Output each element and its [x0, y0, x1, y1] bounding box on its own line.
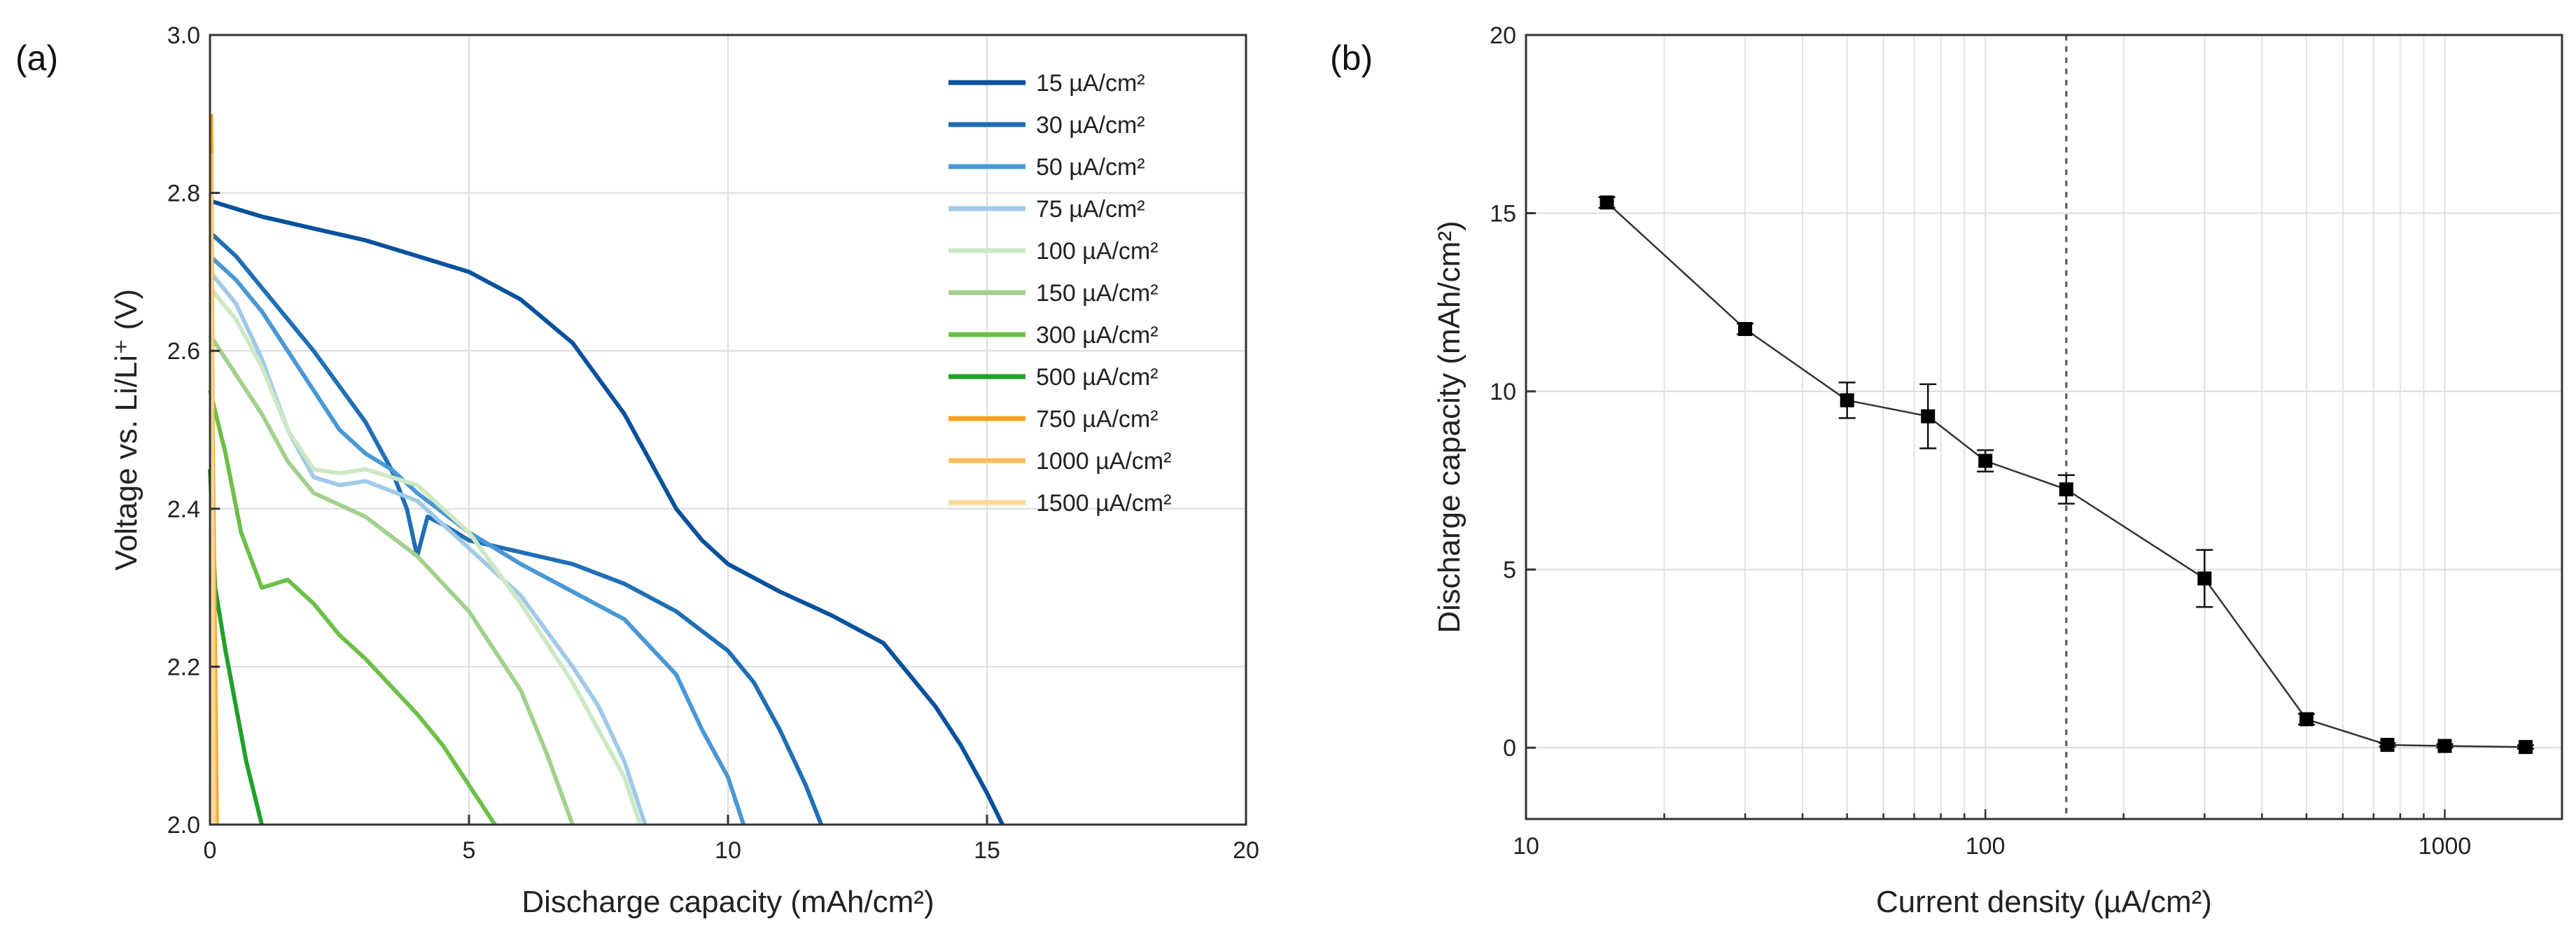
y-tick-label: 15	[1490, 201, 1516, 227]
y-tick-label: 3.0	[167, 22, 200, 49]
grid-b	[1525, 34, 2562, 819]
data-point	[1600, 195, 1614, 210]
ticks-b: 10 100 1000 0 5 10 15 20	[1490, 22, 2471, 860]
data-point	[1921, 409, 1935, 424]
x-axis-label-b: Current density (µA/cm²)	[1876, 885, 2212, 919]
x-axis-label-a: Discharge capacity (mAh/cm²)	[522, 885, 934, 919]
x-tick-label: 10	[715, 837, 741, 864]
legend-label: 30 µA/cm²	[1036, 112, 1145, 139]
x-tick-label: 0	[204, 837, 217, 864]
series-group-a	[208, 113, 1004, 826]
x-tick-label: 10	[1513, 833, 1539, 860]
legend-label: 1000 µA/cm²	[1036, 448, 1171, 475]
chart-capacity-vs-current: (b) 10 100 1000 0 5 10 15 20 Current density (µ…	[1330, 22, 2563, 919]
plot-frame-b	[1525, 34, 2563, 820]
data-point	[1978, 454, 1993, 468]
data-point	[2380, 738, 2395, 752]
y-tick-label: 2.2	[167, 654, 200, 680]
data-point	[2197, 571, 2212, 586]
data-point	[1738, 322, 1753, 336]
y-axis-label-b: Discharge capacity (mAh/cm²)	[1432, 220, 1466, 633]
series-line	[208, 286, 643, 825]
legend-label: 500 µA/cm²	[1036, 364, 1158, 391]
chart-voltage-vs-capacity: (a) 0 5 10 15 20 2.0 2.2 2.4 2.6 2.8 3.0 Discharge…	[15, 22, 1259, 919]
x-tick-label: 1000	[2418, 833, 2472, 860]
x-tick-label: 20	[1233, 837, 1259, 864]
y-tick-label: 0	[1503, 735, 1516, 762]
legend-label: 1500 µA/cm²	[1036, 490, 1171, 517]
y-tick-label: 20	[1490, 22, 1516, 49]
data-point	[2059, 482, 2073, 497]
x-tick-label: 5	[463, 837, 476, 864]
y-tick-label: 2.4	[167, 496, 200, 523]
y-tick-label: 2.8	[167, 181, 200, 207]
series-line	[208, 230, 823, 826]
data-point	[2519, 740, 2533, 755]
series-line	[208, 270, 648, 825]
x-tick-label: 100	[1966, 833, 2005, 860]
y-axis-label-a: Voltage vs. Li/Li⁺ (V)	[109, 289, 144, 570]
legend-label: 15 µA/cm²	[1036, 70, 1145, 97]
data-point	[2437, 738, 2452, 753]
series-line	[209, 199, 1004, 826]
legend-label: 300 µA/cm²	[1036, 322, 1158, 349]
legend: 15 µA/cm² 30 µA/cm² 50 µA/cm² 75 µA/cm² 100 …	[948, 70, 1171, 517]
y-tick-label: 10	[1490, 379, 1516, 405]
data-point	[1840, 393, 1854, 407]
series-line	[208, 333, 575, 826]
legend-label: 750 µA/cm²	[1036, 406, 1158, 433]
series-line	[208, 254, 746, 825]
x-tick-label: 15	[974, 837, 1000, 864]
data-points-b	[1598, 195, 2535, 755]
legend-label: 150 µA/cm²	[1036, 280, 1158, 307]
series-line	[208, 389, 497, 826]
y-tick-label: 5	[1503, 557, 1516, 584]
ticks-a: 0 5 10 15 20 2.0 2.2 2.4 2.6 2.8 3.0	[167, 22, 1259, 864]
y-tick-label: 2.6	[167, 338, 200, 365]
panel-a-label: (a)	[15, 38, 58, 78]
panel-b-label: (b)	[1330, 38, 1373, 78]
legend-label: 100 µA/cm²	[1036, 238, 1158, 265]
data-point	[2299, 712, 2314, 727]
legend-label: 50 µA/cm²	[1036, 154, 1145, 181]
legend-label: 75 µA/cm²	[1036, 196, 1145, 223]
y-tick-label: 2.0	[167, 812, 200, 839]
